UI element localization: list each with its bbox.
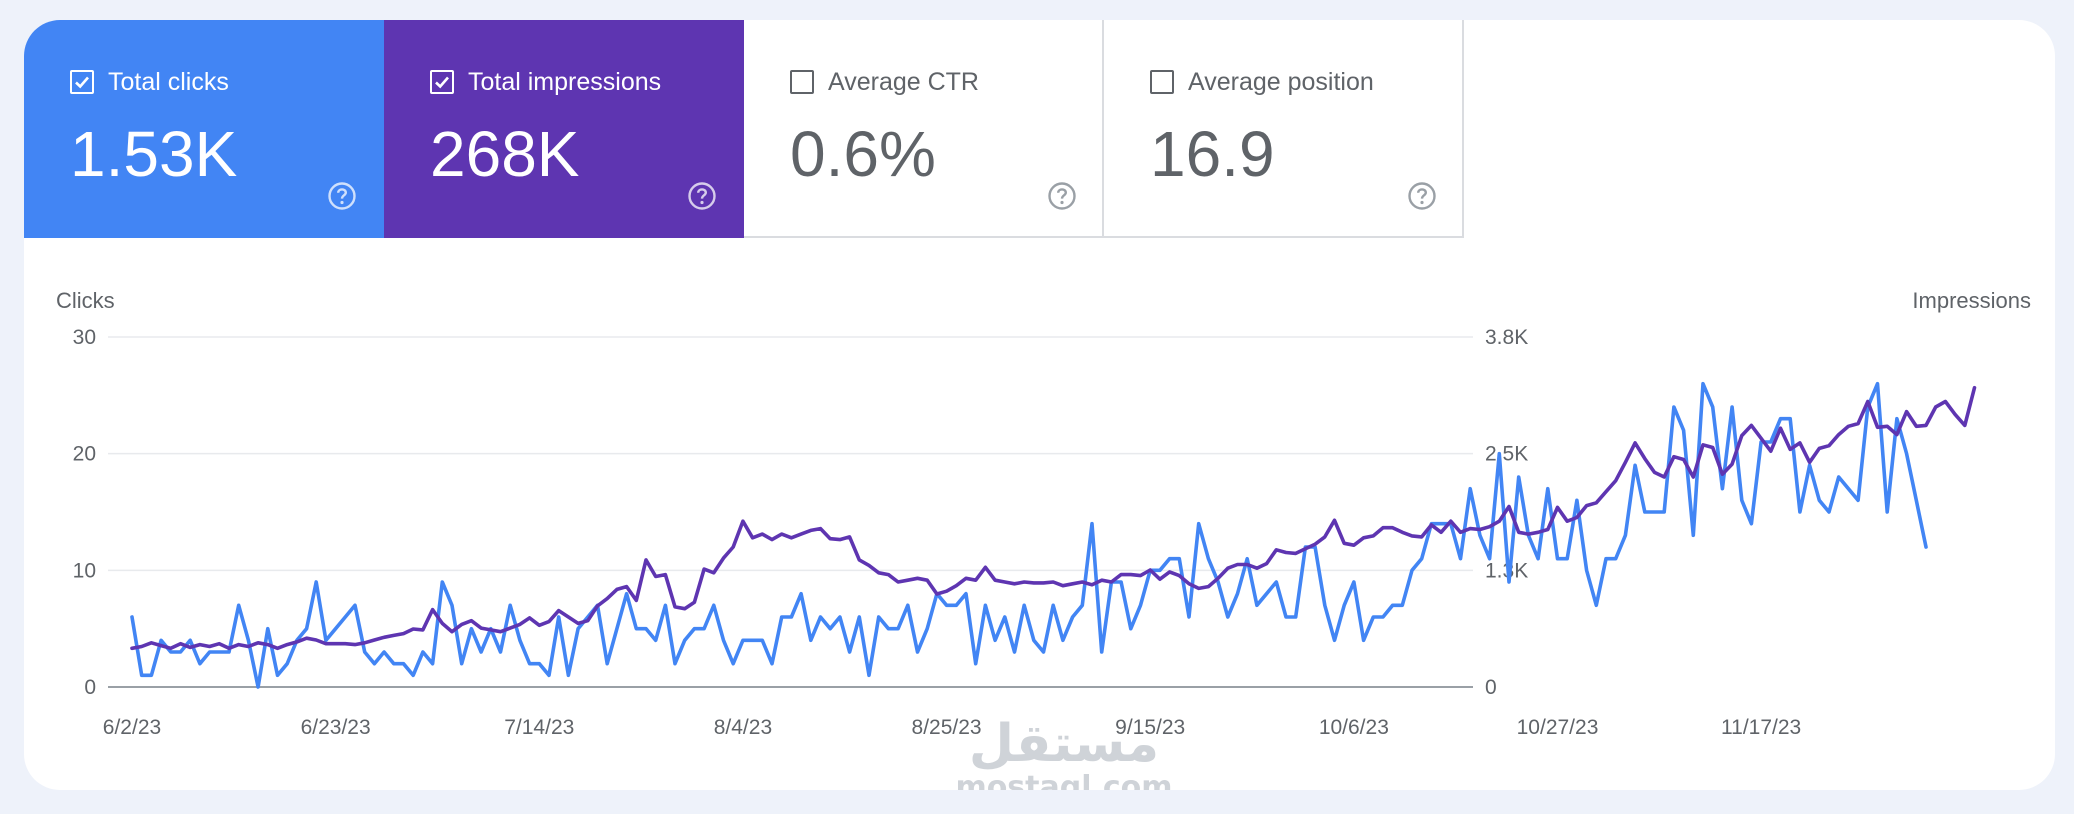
impressions-series-line [130,385,1977,651]
tile-label: Total impressions [468,68,662,96]
x-axis-tick-label: 11/17/23 [1721,716,1801,739]
performance-card: Total clicks 1.53K Total impressions 268… [24,20,2055,790]
left-axis-tick-label: 10 [73,559,96,582]
left-axis-tick-label: 30 [73,326,96,349]
help-circle-icon[interactable] [1407,181,1437,211]
tile-label: Average position [1188,68,1374,96]
watermark-arabic: مستقل [968,714,1160,774]
left-axis-tick-label: 20 [73,443,96,466]
help-circle-icon[interactable] [1047,181,1077,211]
tile-value: 0.6% [790,118,936,190]
average-ctr-tile[interactable]: Average CTR 0.6% [744,20,1104,238]
x-axis-tick-label: 6/23/23 [301,716,371,739]
checkbox-empty-icon[interactable] [790,70,814,94]
metric-tiles: Total clicks 1.53K Total impressions 268… [24,20,1464,238]
left-axis-title: Clicks [56,288,115,313]
watermark: مستقل mostaql.com [954,716,1174,790]
x-axis-tick-label: 6/2/23 [103,716,161,739]
x-axis-tick-label: 8/4/23 [714,716,772,739]
tile-value: 16.9 [1150,118,1275,190]
right-axis-tick-label: 0 [1485,676,1497,699]
help-circle-icon[interactable] [327,181,357,211]
tile-label: Total clicks [108,68,229,96]
right-axis-tick-label: 2.5K [1485,443,1528,466]
checkbox-empty-icon[interactable] [1150,70,1174,94]
tile-header: Average CTR [790,68,979,96]
tile-value: 268K [430,118,580,190]
x-axis-tick-label: 7/14/23 [504,716,574,739]
help-circle-icon[interactable] [687,181,717,211]
total-clicks-tile[interactable]: Total clicks 1.53K [24,20,384,238]
right-axis-tick-label: 3.8K [1485,326,1528,349]
tile-header: Average position [1150,68,1374,96]
x-axis-tick-label: 10/27/23 [1517,716,1599,739]
checkbox-checked-icon[interactable] [70,70,94,94]
tile-label: Average CTR [828,68,979,96]
total-impressions-tile[interactable]: Total impressions 268K [384,20,744,238]
checkbox-checked-icon[interactable] [430,70,454,94]
tile-header: Total clicks [70,68,229,96]
x-axis-tick-label: 10/6/23 [1319,716,1389,739]
left-axis-tick-label: 0 [84,676,96,699]
watermark-latin: mostaql.com [955,770,1173,791]
clicks-series-line [130,381,1928,689]
average-position-tile[interactable]: Average position 16.9 [1104,20,1464,238]
right-axis-title: Impressions [1912,288,2031,313]
right-axis-tick-label: 1.3K [1485,559,1528,582]
tile-header: Total impressions [430,68,661,96]
tile-value: 1.53K [70,118,238,190]
